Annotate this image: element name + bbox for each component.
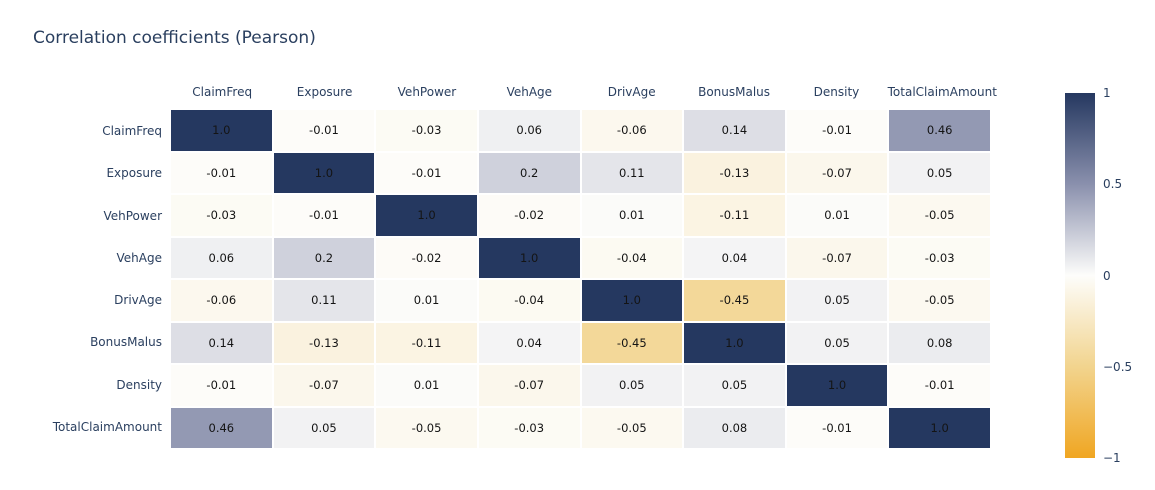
heatmap-cell[interactable]: -0.01: [376, 152, 477, 193]
colorbar-gradient: [1065, 93, 1095, 458]
heatmap-cell[interactable]: -0.03: [889, 237, 990, 278]
heatmap-cell[interactable]: -0.07: [786, 152, 888, 193]
heatmap-cell[interactable]: -0.01: [889, 365, 990, 406]
heatmap-cell[interactable]: 0.01: [786, 195, 888, 236]
colorbar-tick-label: −0.5: [1103, 359, 1133, 374]
heatmap-cell[interactable]: -0.03: [376, 110, 477, 151]
heatmap-cell[interactable]: -0.02: [478, 195, 580, 236]
y-axis-label: DrivAge: [114, 293, 162, 308]
x-axis-label: Density: [813, 85, 860, 99]
colorbar-tick-label: 0: [1103, 268, 1111, 283]
heatmap-cell[interactable]: 0.06: [478, 110, 580, 151]
heatmap-cell[interactable]: -0.01: [273, 110, 375, 151]
heatmap-cell[interactable]: -0.05: [889, 280, 990, 321]
y-axis-label: VehPower: [103, 208, 162, 223]
heatmap-cell[interactable]: 0.46: [171, 407, 272, 448]
heatmap-cell[interactable]: -0.45: [684, 280, 785, 321]
heatmap-cell[interactable]: -0.13: [273, 322, 375, 363]
heatmap-cell[interactable]: 0.08: [889, 322, 990, 363]
heatmap-cell[interactable]: -0.05: [376, 407, 477, 448]
heatmap-cell[interactable]: 0.05: [786, 322, 888, 363]
y-axis-label: Density: [116, 377, 162, 392]
heatmap-cell[interactable]: 0.11: [273, 280, 375, 321]
heatmap-cell[interactable]: 1.0: [889, 407, 990, 448]
colorbar-tick-label: 0.5: [1103, 177, 1123, 192]
heatmap-cell[interactable]: 1.0: [786, 365, 888, 406]
heatmap-cell[interactable]: -0.05: [581, 407, 683, 448]
y-axis-label: ClaimFreq: [102, 124, 162, 139]
heatmap-cell[interactable]: 1.0: [273, 152, 375, 193]
heatmap-cell[interactable]: -0.01: [273, 195, 375, 236]
heatmap-cell[interactable]: 0.01: [376, 365, 477, 406]
heatmap-cell[interactable]: 0.04: [684, 237, 785, 278]
heatmap-cell[interactable]: -0.01: [171, 365, 272, 406]
heatmap-cell[interactable]: -0.04: [581, 237, 683, 278]
heatmap-cell[interactable]: -0.03: [478, 407, 580, 448]
heatmap-grid[interactable]: 1.0 -0.01 -0.03 0.06 -0.06 0.14 -0.01 0.46 -0.01…: [171, 110, 990, 448]
heatmap-cell[interactable]: -0.07: [273, 365, 375, 406]
colorbar: 1 0.5 0 −0.5 −1: [1065, 86, 1132, 465]
heatmap-cell[interactable]: -0.02: [376, 237, 477, 278]
heatmap-cell[interactable]: -0.06: [581, 110, 683, 151]
heatmap-cell[interactable]: 0.14: [171, 322, 272, 363]
y-axis-label: TotalClaimAmount: [52, 419, 162, 434]
heatmap-cell[interactable]: -0.04: [478, 280, 580, 321]
heatmap-cell[interactable]: 0.08: [684, 407, 785, 448]
heatmap-cell[interactable]: 1.0: [684, 322, 785, 363]
y-axis-label: Exposure: [106, 166, 162, 181]
heatmap-cell[interactable]: -0.01: [171, 152, 272, 193]
heatmap-cell[interactable]: 0.05: [273, 407, 375, 448]
heatmap-cell[interactable]: -0.01: [786, 407, 888, 448]
x-axis-label: ClaimFreq: [192, 85, 253, 99]
heatmap-cell[interactable]: -0.07: [786, 237, 888, 278]
heatmap-cell[interactable]: 0.2: [273, 237, 375, 278]
heatmap-cell[interactable]: 1.0: [478, 237, 580, 278]
heatmap-cell[interactable]: 0.2: [478, 152, 580, 193]
x-axis-label: BonusMalus: [698, 85, 771, 99]
x-axis-label: DrivAge: [607, 85, 656, 99]
heatmap-cell[interactable]: -0.03: [171, 195, 272, 236]
heatmap-cell[interactable]: 1.0: [581, 280, 683, 321]
colorbar-tick-label: −1: [1103, 451, 1121, 465]
heatmap-cell[interactable]: 0.01: [376, 280, 477, 321]
heatmap-cell[interactable]: -0.13: [684, 152, 785, 193]
heatmap-cell[interactable]: 0.04: [478, 322, 580, 363]
y-axis-label: BonusMalus: [90, 335, 162, 350]
colorbar-tick-label: 1: [1103, 86, 1111, 100]
x-axis-label: VehAge: [506, 85, 553, 99]
heatmap-cell[interactable]: 1.0: [376, 195, 477, 236]
y-axis-label: VehAge: [116, 250, 162, 265]
heatmap-cell[interactable]: 1.0: [171, 110, 272, 151]
heatmap-cell[interactable]: -0.45: [581, 322, 683, 363]
heatmap-cell[interactable]: 0.46: [889, 110, 990, 151]
heatmap-cell[interactable]: -0.07: [478, 365, 580, 406]
heatmap-cell[interactable]: 0.11: [581, 152, 683, 193]
heatmap-cell[interactable]: -0.11: [376, 322, 477, 363]
heatmap-cell[interactable]: 0.05: [889, 152, 990, 193]
heatmap-cell[interactable]: 0.14: [684, 110, 785, 151]
x-axis-label: Exposure: [296, 85, 353, 99]
heatmap-cell[interactable]: -0.06: [171, 280, 272, 321]
heatmap-cell[interactable]: -0.01: [786, 110, 888, 151]
heatmap-cell[interactable]: -0.05: [889, 195, 990, 236]
heatmap-cell[interactable]: 0.05: [786, 280, 888, 321]
heatmap-cell[interactable]: 0.05: [581, 365, 683, 406]
x-axis-label: VehPower: [397, 85, 457, 99]
x-axis-label: TotalClaimAmount: [887, 85, 997, 99]
heatmap-cell[interactable]: -0.11: [684, 195, 785, 236]
heatmap-cell[interactable]: 0.05: [684, 365, 785, 406]
heatmap-cell[interactable]: 0.01: [581, 195, 683, 236]
heatmap-cell[interactable]: 0.06: [171, 237, 272, 278]
chart-title: Correlation coefficients (Pearson): [33, 28, 316, 48]
